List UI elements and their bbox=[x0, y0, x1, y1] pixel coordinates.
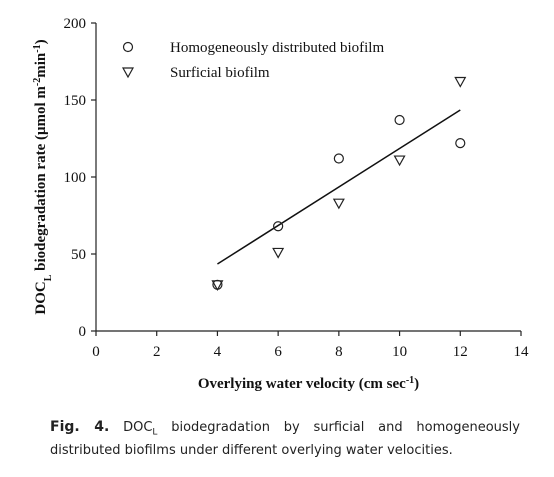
x-tick-label: 6 bbox=[274, 344, 282, 360]
y-axis-label-part: biodegradation rate (μmol m bbox=[33, 86, 49, 275]
caption-text: biodegradation by surficial and homogene… bbox=[50, 420, 520, 458]
point bbox=[455, 138, 466, 149]
y-tick-label: 0 bbox=[79, 324, 87, 340]
x-tick-label: 10 bbox=[392, 344, 407, 360]
point bbox=[273, 221, 284, 232]
x-axis-label-part: Overlying water velocity (cm sec bbox=[198, 376, 406, 392]
y-axis-label-part: min bbox=[33, 52, 49, 78]
legend-label: Homogeneously distributed biofilm bbox=[170, 40, 384, 56]
y-axis-label-part: -2 bbox=[32, 78, 43, 86]
legend-marker bbox=[122, 41, 134, 53]
point bbox=[454, 76, 467, 88]
point bbox=[393, 155, 406, 167]
y-axis-label-part: L bbox=[43, 274, 54, 281]
x-axis-label-part: ) bbox=[414, 376, 419, 392]
point bbox=[211, 280, 224, 292]
caption: Fig. 4. DOCL biodegradation by surficial… bbox=[50, 418, 520, 460]
legend-marker bbox=[121, 67, 135, 79]
x-tick-label: 14 bbox=[514, 344, 530, 360]
y-axis-label: DOCL biodegradation rate (μmol m-2min-1) bbox=[32, 39, 54, 314]
x-tick-label: 2 bbox=[153, 344, 161, 360]
point bbox=[333, 153, 344, 164]
y-axis-label-part: DOC bbox=[33, 281, 49, 314]
trend-line bbox=[217, 109, 461, 265]
x-tick-label: 8 bbox=[335, 344, 343, 360]
y-tick-label: 200 bbox=[64, 16, 87, 32]
x-axis-label: Overlying water velocity (cm sec-1) bbox=[198, 375, 419, 393]
point bbox=[394, 114, 405, 126]
caption-label: Fig. 4. bbox=[50, 419, 110, 435]
caption-text: L bbox=[152, 427, 158, 438]
y-axis-label-part: ) bbox=[33, 39, 49, 44]
x-axis-label-part: -1 bbox=[406, 375, 414, 386]
point bbox=[332, 198, 345, 210]
caption-text: DOC bbox=[123, 420, 153, 435]
y-tick-label: 50 bbox=[71, 247, 86, 263]
y-tick-label: 100 bbox=[64, 170, 87, 186]
chart: 0 50 100 150 200 0 2 4 6 8 10 12 14 Overlying water v… bbox=[32, 16, 530, 393]
point bbox=[272, 247, 285, 259]
x-tick-label: 4 bbox=[214, 344, 222, 360]
x-tick-label: 12 bbox=[453, 344, 468, 360]
legend-label: Surficial biofilm bbox=[170, 65, 270, 81]
x-tick-label: 0 bbox=[92, 344, 100, 360]
y-tick-label: 150 bbox=[64, 93, 87, 109]
y-axis-label-part: -1 bbox=[32, 44, 43, 52]
